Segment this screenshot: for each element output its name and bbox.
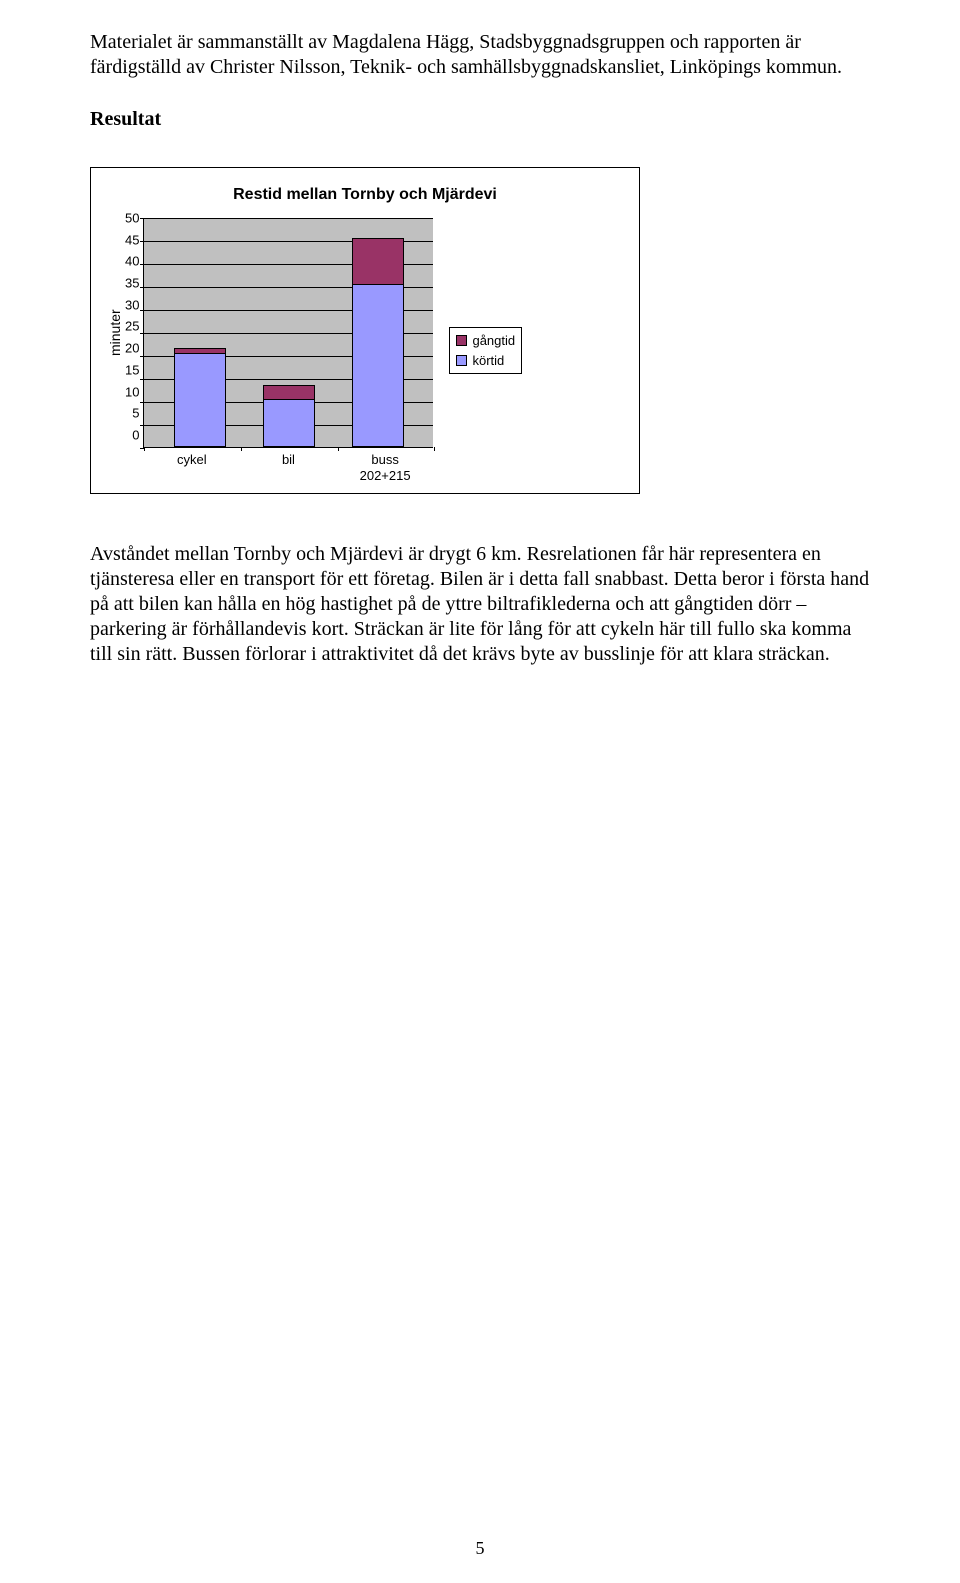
- legend-label: gångtid: [472, 331, 515, 351]
- legend-swatch: [456, 335, 467, 346]
- x-tickmark: [434, 447, 435, 451]
- y-tickmark: [140, 218, 144, 219]
- gridline: [144, 218, 433, 219]
- y-tickmark: [140, 241, 144, 242]
- legend-item: gångtid: [456, 331, 515, 351]
- y-tick-label: 40: [125, 255, 139, 268]
- legend: gångtidkörtid: [449, 327, 522, 374]
- resultat-heading: Resultat: [90, 108, 870, 131]
- y-tick-label: 10: [125, 385, 139, 398]
- chart-title: Restid mellan Tornby och Mjärdevi: [105, 186, 625, 204]
- legend-swatch: [456, 355, 467, 366]
- y-tickmark: [140, 425, 144, 426]
- x-tickmark: [338, 447, 339, 451]
- legend-item: körtid: [456, 351, 515, 371]
- y-tick-label: 0: [125, 428, 139, 441]
- y-tickmark: [140, 310, 144, 311]
- x-tickmark: [144, 447, 145, 451]
- plot-area: [143, 218, 433, 448]
- y-tickmark: [140, 264, 144, 265]
- y-tick-label: 35: [125, 277, 139, 290]
- x-label: cykel: [143, 452, 240, 483]
- y-tick-label: 20: [125, 342, 139, 355]
- y-tick-label: 5: [125, 407, 139, 420]
- analysis-paragraph: Avståndet mellan Tornby och Mjärdevi är …: [90, 542, 870, 667]
- bar-group: [263, 385, 315, 447]
- x-tickmark: [241, 447, 242, 451]
- y-tickmark: [140, 333, 144, 334]
- chart-frame: Restid mellan Tornby och Mjärdevi minute…: [90, 167, 640, 494]
- legend-label: körtid: [472, 351, 504, 371]
- chart-left: minuter 50454035302520151050 cykelbilbus…: [105, 218, 433, 483]
- y-tickmark: [140, 287, 144, 288]
- y-tick-label: 45: [125, 233, 139, 246]
- bar-segment-kortid: [353, 285, 403, 446]
- plot-wrap: cykelbilbuss 202+215: [143, 218, 433, 483]
- bar-group: [174, 348, 226, 447]
- y-tickmark: [140, 379, 144, 380]
- bar-segment-gangtid: [353, 239, 403, 285]
- chart-body: minuter 50454035302520151050 cykelbilbus…: [105, 218, 625, 483]
- y-tick-label: 15: [125, 363, 139, 376]
- y-tickmark: [140, 402, 144, 403]
- x-label: bil: [240, 452, 337, 483]
- bar-segment-gangtid: [264, 386, 314, 400]
- bar-segment-kortid: [264, 400, 314, 446]
- bar-segment-kortid: [175, 354, 225, 446]
- y-axis-label: minuter: [105, 218, 125, 448]
- y-tick-label: 50: [125, 212, 139, 225]
- intro-paragraph: Materialet är sammanställt av Magdalena …: [90, 30, 870, 80]
- page-number: 5: [0, 1538, 960, 1559]
- bar-group: [352, 238, 404, 447]
- x-label: buss 202+215: [337, 452, 434, 483]
- y-tickmark: [140, 356, 144, 357]
- x-labels: cykelbilbuss 202+215: [143, 448, 433, 483]
- y-tick-label: 25: [125, 320, 139, 333]
- y-tick-label: 30: [125, 298, 139, 311]
